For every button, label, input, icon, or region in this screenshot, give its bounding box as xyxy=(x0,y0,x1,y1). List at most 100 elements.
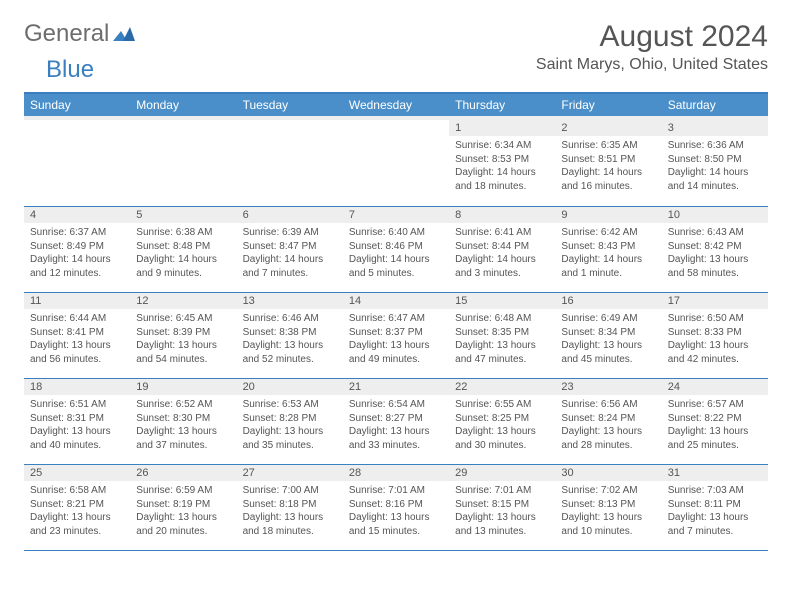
calendar-empty xyxy=(237,120,343,206)
sunset-line: Sunset: 8:19 PM xyxy=(136,498,230,512)
calendar-day: 16Sunrise: 6:49 AMSunset: 8:34 PMDayligh… xyxy=(555,292,661,378)
weekday-header: Friday xyxy=(555,94,661,116)
sunset-line: Sunset: 8:48 PM xyxy=(136,240,230,254)
day-number: 8 xyxy=(449,207,555,223)
sunset-line: Sunset: 8:28 PM xyxy=(243,412,337,426)
calendar-day: 7Sunrise: 6:40 AMSunset: 8:46 PMDaylight… xyxy=(343,206,449,292)
sunrise-line: Sunrise: 6:45 AM xyxy=(136,312,230,326)
day-number: 22 xyxy=(449,379,555,395)
sunset-line: Sunset: 8:46 PM xyxy=(349,240,443,254)
day-number: 1 xyxy=(449,120,555,136)
daylight-line: Daylight: 14 hours and 9 minutes. xyxy=(136,253,230,280)
day-number: 14 xyxy=(343,293,449,309)
day-details: Sunrise: 6:59 AMSunset: 8:19 PMDaylight:… xyxy=(130,481,236,542)
daylight-line: Daylight: 13 hours and 35 minutes. xyxy=(243,425,337,452)
day-number: 6 xyxy=(237,207,343,223)
daylight-line: Daylight: 14 hours and 12 minutes. xyxy=(30,253,124,280)
day-number: 25 xyxy=(24,465,130,481)
day-details: Sunrise: 7:02 AMSunset: 8:13 PMDaylight:… xyxy=(555,481,661,542)
daylight-line: Daylight: 13 hours and 56 minutes. xyxy=(30,339,124,366)
calendar-day: 26Sunrise: 6:59 AMSunset: 8:19 PMDayligh… xyxy=(130,464,236,550)
daylight-line: Daylight: 13 hours and 13 minutes. xyxy=(455,511,549,538)
sunrise-line: Sunrise: 6:59 AM xyxy=(136,484,230,498)
daylight-line: Daylight: 14 hours and 16 minutes. xyxy=(561,166,655,193)
sunrise-line: Sunrise: 6:53 AM xyxy=(243,398,337,412)
weekday-header: Monday xyxy=(130,94,236,116)
day-number: 11 xyxy=(24,293,130,309)
day-details: Sunrise: 7:00 AMSunset: 8:18 PMDaylight:… xyxy=(237,481,343,542)
day-details: Sunrise: 6:50 AMSunset: 8:33 PMDaylight:… xyxy=(662,309,768,370)
calendar-day: 27Sunrise: 7:00 AMSunset: 8:18 PMDayligh… xyxy=(237,464,343,550)
calendar-day: 3Sunrise: 6:36 AMSunset: 8:50 PMDaylight… xyxy=(662,120,768,206)
sunrise-line: Sunrise: 6:57 AM xyxy=(668,398,762,412)
daylight-line: Daylight: 13 hours and 15 minutes. xyxy=(349,511,443,538)
calendar-empty xyxy=(130,120,236,206)
daylight-line: Daylight: 13 hours and 49 minutes. xyxy=(349,339,443,366)
month-title: August 2024 xyxy=(536,20,768,54)
sunrise-line: Sunrise: 6:51 AM xyxy=(30,398,124,412)
sunset-line: Sunset: 8:37 PM xyxy=(349,326,443,340)
daylight-line: Daylight: 13 hours and 52 minutes. xyxy=(243,339,337,366)
daylight-line: Daylight: 13 hours and 33 minutes. xyxy=(349,425,443,452)
sunset-line: Sunset: 8:53 PM xyxy=(455,153,549,167)
daylight-line: Daylight: 13 hours and 40 minutes. xyxy=(30,425,124,452)
sunrise-line: Sunrise: 7:01 AM xyxy=(349,484,443,498)
day-details: Sunrise: 6:45 AMSunset: 8:39 PMDaylight:… xyxy=(130,309,236,370)
sunset-line: Sunset: 8:51 PM xyxy=(561,153,655,167)
sunset-line: Sunset: 8:42 PM xyxy=(668,240,762,254)
calendar-day: 25Sunrise: 6:58 AMSunset: 8:21 PMDayligh… xyxy=(24,464,130,550)
day-number: 31 xyxy=(662,465,768,481)
day-details: Sunrise: 6:35 AMSunset: 8:51 PMDaylight:… xyxy=(555,136,661,197)
sunset-line: Sunset: 8:30 PM xyxy=(136,412,230,426)
day-number: 7 xyxy=(343,207,449,223)
sunset-line: Sunset: 8:49 PM xyxy=(30,240,124,254)
daylight-line: Daylight: 13 hours and 42 minutes. xyxy=(668,339,762,366)
day-details: Sunrise: 6:55 AMSunset: 8:25 PMDaylight:… xyxy=(449,395,555,456)
day-details: Sunrise: 6:49 AMSunset: 8:34 PMDaylight:… xyxy=(555,309,661,370)
day-details: Sunrise: 6:51 AMSunset: 8:31 PMDaylight:… xyxy=(24,395,130,456)
daylight-line: Daylight: 14 hours and 3 minutes. xyxy=(455,253,549,280)
sunrise-line: Sunrise: 6:42 AM xyxy=(561,226,655,240)
sunset-line: Sunset: 8:22 PM xyxy=(668,412,762,426)
calendar-day: 22Sunrise: 6:55 AMSunset: 8:25 PMDayligh… xyxy=(449,378,555,464)
sunrise-line: Sunrise: 6:55 AM xyxy=(455,398,549,412)
calendar-day: 21Sunrise: 6:54 AMSunset: 8:27 PMDayligh… xyxy=(343,378,449,464)
daylight-line: Daylight: 13 hours and 25 minutes. xyxy=(668,425,762,452)
calendar-day: 20Sunrise: 6:53 AMSunset: 8:28 PMDayligh… xyxy=(237,378,343,464)
calendar-empty xyxy=(24,120,130,206)
calendar-day: 19Sunrise: 6:52 AMSunset: 8:30 PMDayligh… xyxy=(130,378,236,464)
day-details: Sunrise: 6:34 AMSunset: 8:53 PMDaylight:… xyxy=(449,136,555,197)
day-number: 23 xyxy=(555,379,661,395)
day-details: Sunrise: 6:53 AMSunset: 8:28 PMDaylight:… xyxy=(237,395,343,456)
day-details: Sunrise: 6:48 AMSunset: 8:35 PMDaylight:… xyxy=(449,309,555,370)
sunrise-line: Sunrise: 6:44 AM xyxy=(30,312,124,326)
sunset-line: Sunset: 8:50 PM xyxy=(668,153,762,167)
daylight-line: Daylight: 14 hours and 5 minutes. xyxy=(349,253,443,280)
sunrise-line: Sunrise: 6:56 AM xyxy=(561,398,655,412)
calendar-day: 23Sunrise: 6:56 AMSunset: 8:24 PMDayligh… xyxy=(555,378,661,464)
daylight-line: Daylight: 13 hours and 37 minutes. xyxy=(136,425,230,452)
day-number: 13 xyxy=(237,293,343,309)
sunrise-line: Sunrise: 6:43 AM xyxy=(668,226,762,240)
sunset-line: Sunset: 8:31 PM xyxy=(30,412,124,426)
calendar-day: 13Sunrise: 6:46 AMSunset: 8:38 PMDayligh… xyxy=(237,292,343,378)
daylight-line: Daylight: 13 hours and 30 minutes. xyxy=(455,425,549,452)
day-details: Sunrise: 6:46 AMSunset: 8:38 PMDaylight:… xyxy=(237,309,343,370)
day-number: 9 xyxy=(555,207,661,223)
day-number: 10 xyxy=(662,207,768,223)
calendar-grid: SundayMondayTuesdayWednesdayThursdayFrid… xyxy=(24,92,768,551)
calendar-day: 17Sunrise: 6:50 AMSunset: 8:33 PMDayligh… xyxy=(662,292,768,378)
calendar-day: 8Sunrise: 6:41 AMSunset: 8:44 PMDaylight… xyxy=(449,206,555,292)
sunset-line: Sunset: 8:25 PM xyxy=(455,412,549,426)
daylight-line: Daylight: 14 hours and 18 minutes. xyxy=(455,166,549,193)
daylight-line: Daylight: 14 hours and 1 minute. xyxy=(561,253,655,280)
sunrise-line: Sunrise: 7:01 AM xyxy=(455,484,549,498)
sunset-line: Sunset: 8:35 PM xyxy=(455,326,549,340)
calendar-day: 24Sunrise: 6:57 AMSunset: 8:22 PMDayligh… xyxy=(662,378,768,464)
calendar-day: 6Sunrise: 6:39 AMSunset: 8:47 PMDaylight… xyxy=(237,206,343,292)
day-number: 2 xyxy=(555,120,661,136)
calendar-day: 1Sunrise: 6:34 AMSunset: 8:53 PMDaylight… xyxy=(449,120,555,206)
sunrise-line: Sunrise: 6:49 AM xyxy=(561,312,655,326)
calendar-day: 29Sunrise: 7:01 AMSunset: 8:15 PMDayligh… xyxy=(449,464,555,550)
day-number: 29 xyxy=(449,465,555,481)
